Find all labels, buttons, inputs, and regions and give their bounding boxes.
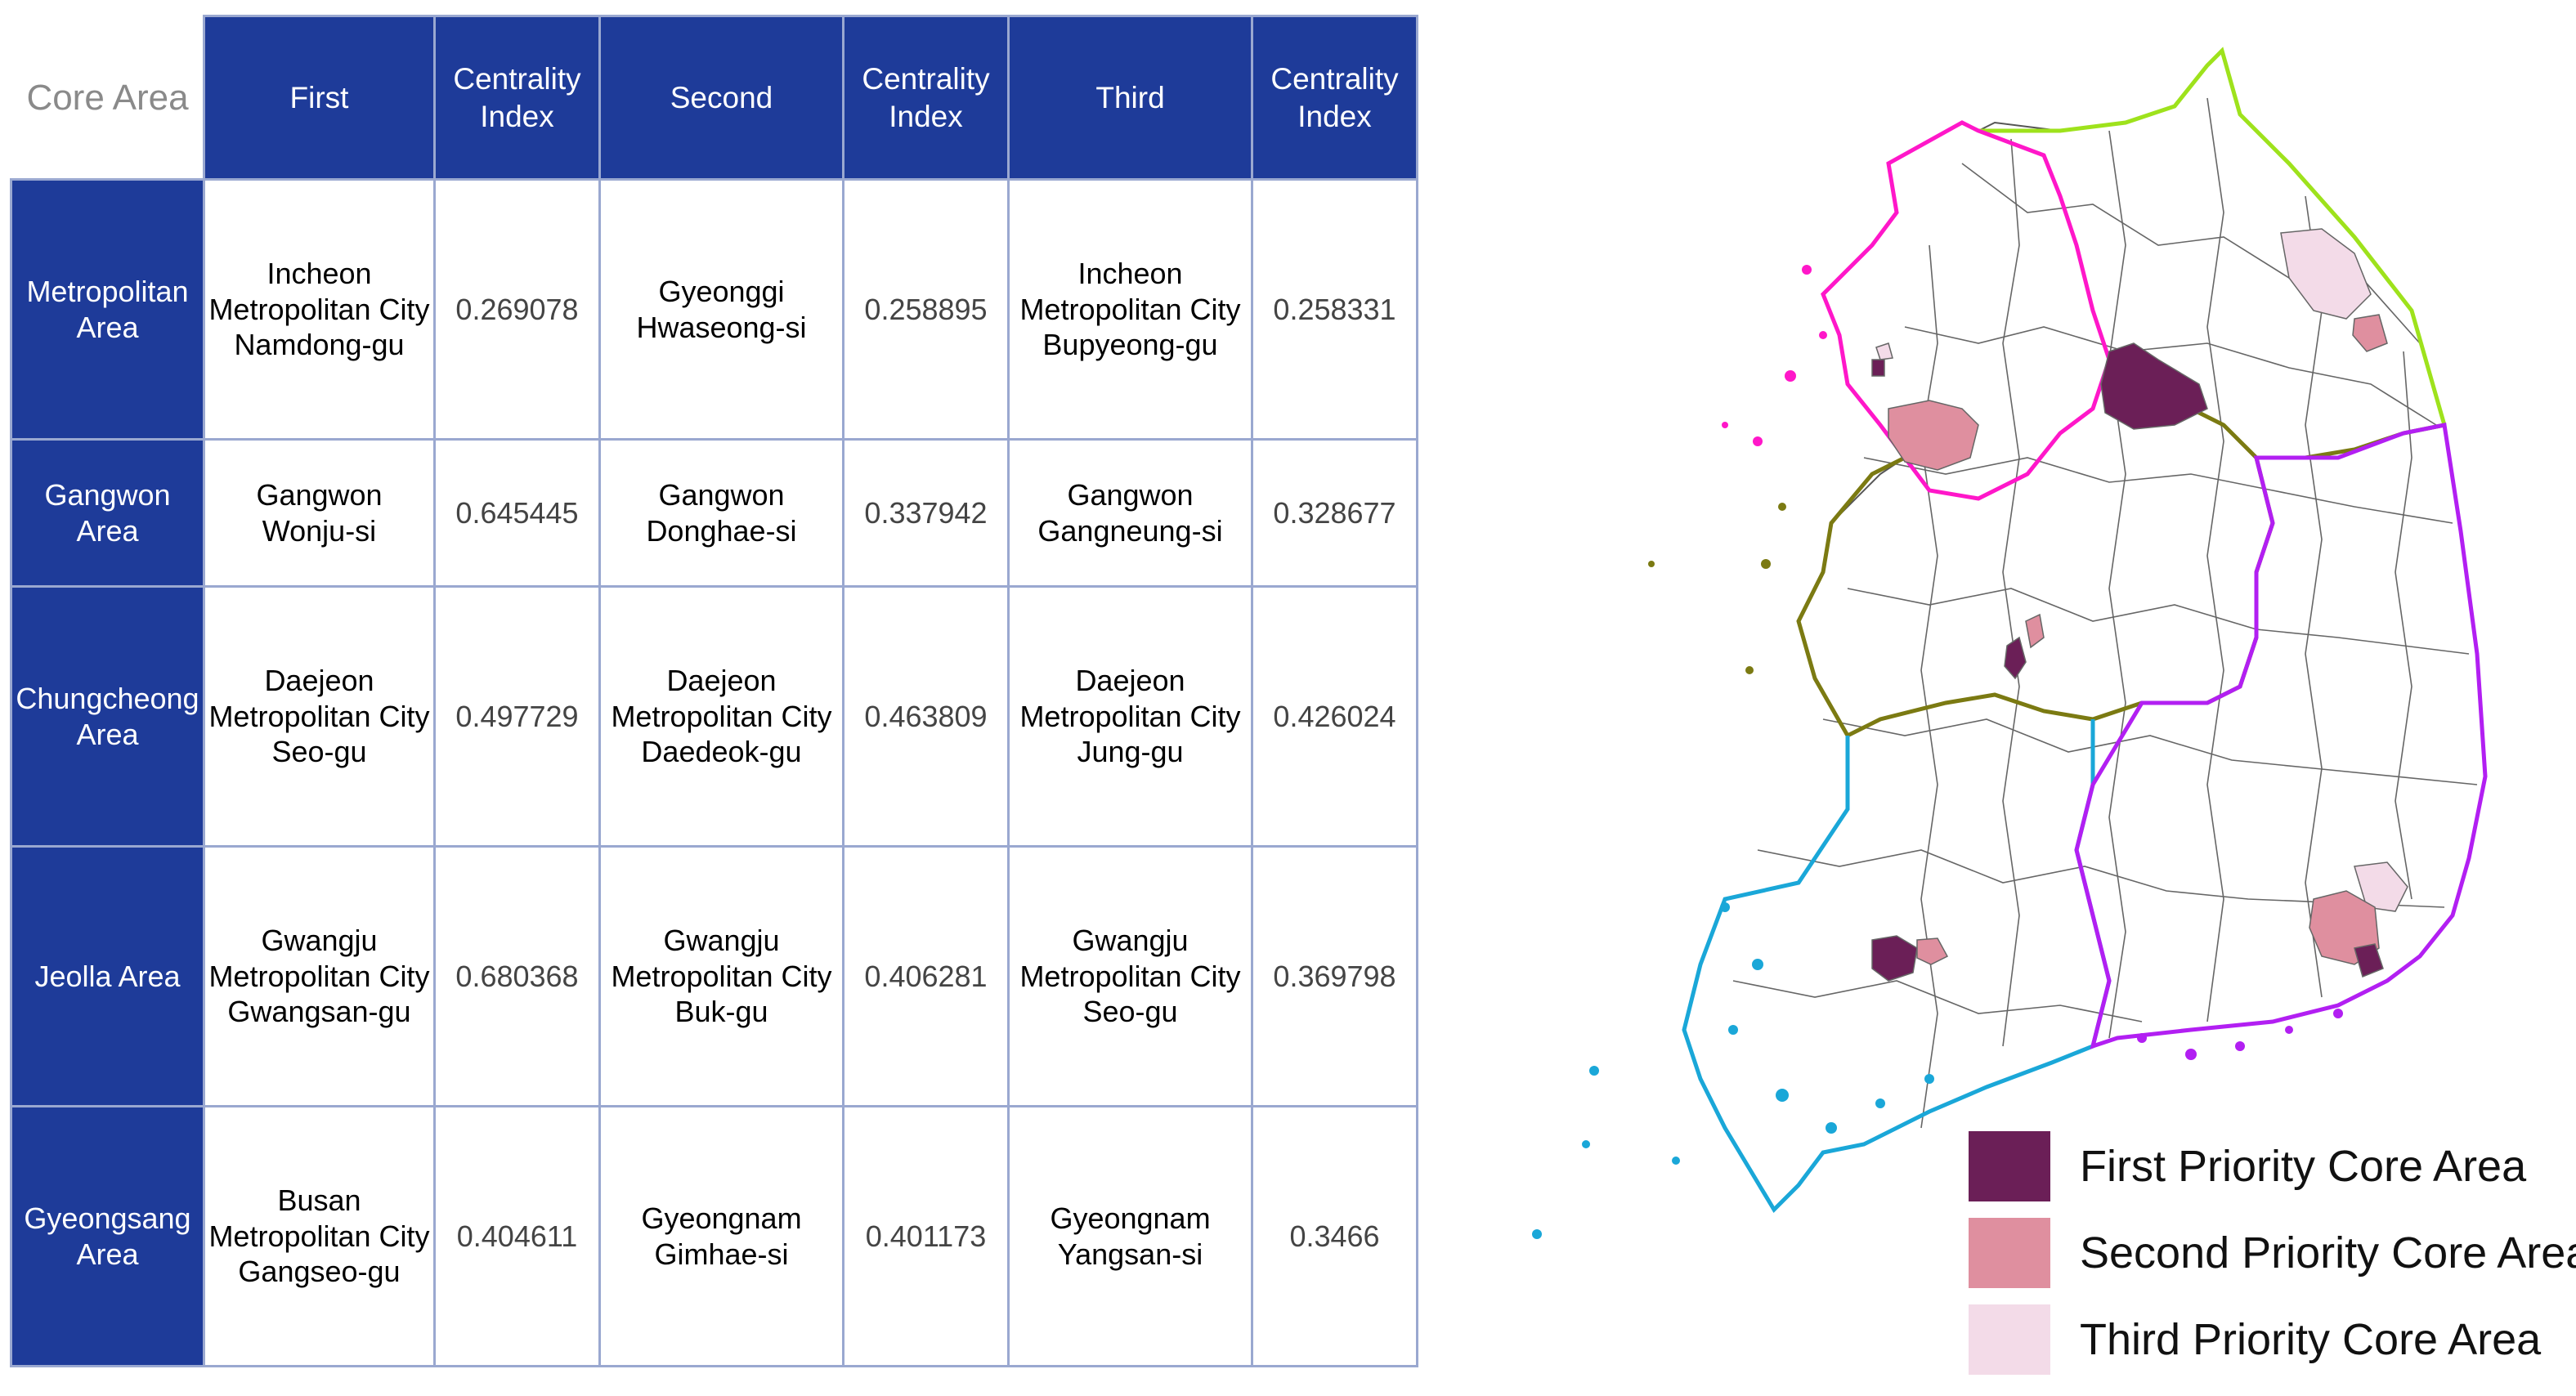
second-priority-buk-gu	[1916, 937, 1949, 965]
gangwon-boundary	[1978, 47, 2447, 426]
first-index-cell: 0.269078	[433, 178, 601, 441]
first-priority-gwangsan	[1871, 935, 1918, 982]
first-index-cell: 0.680368	[433, 845, 601, 1107]
area-cell: Gyeongsang Area	[10, 1105, 205, 1367]
first-index-cell: 0.404611	[433, 1105, 601, 1367]
first-region-cell: Daejeon Metropolitan City Seo-gu	[203, 585, 436, 848]
table-row-gyeongsang: Gyeongsang Area Busan Metropolitan City …	[10, 1105, 1418, 1367]
table-row-chungcheong: Chungcheong Area Daejeon Metropolitan Ci…	[10, 585, 1418, 848]
second-priority-hwaseong	[1888, 400, 1979, 471]
table-row-metropolitan: Metropolitan Area Incheon Metropolitan C…	[10, 178, 1418, 441]
gyeongsang-islands	[2137, 1009, 2343, 1060]
third-index-cell: 0.3466	[1251, 1105, 1418, 1367]
first-index-cell: 0.645445	[433, 438, 601, 588]
first-priority-swatch	[1969, 1131, 2050, 1201]
area-cell: Metropolitan Area	[10, 178, 205, 441]
third-region-cell: Daejeon Metropolitan City Jung-gu	[1007, 585, 1253, 848]
second-index-cell: 0.401173	[842, 1105, 1010, 1367]
table-row-gangwon: Gangwon Area Gangwon Wonju-si 0.645445 G…	[10, 438, 1418, 588]
second-index-cell: 0.463809	[842, 585, 1010, 848]
second-index-cell: 0.337942	[842, 438, 1010, 588]
second-priority-donghae	[2352, 314, 2388, 352]
third-region-cell: Incheon Metropolitan City Bupyeong-gu	[1007, 178, 1253, 441]
district-boundaries	[1732, 97, 2478, 1129]
land-mass	[1682, 49, 2487, 1211]
header-third: Third	[1007, 15, 1253, 181]
header-first: First	[203, 15, 436, 181]
second-priority-daedeok	[2025, 613, 2045, 649]
core-area-highlights	[1871, 228, 2408, 982]
second-index-cell: 0.258895	[842, 178, 1010, 441]
legend-first-priority: First Priority Core Area	[1969, 1131, 2526, 1201]
second-region-cell: Gyeongnam Gimhae-si	[598, 1105, 844, 1367]
first-region-cell: Incheon Metropolitan City Namdong-gu	[203, 178, 436, 441]
first-priority-namdong	[1871, 359, 1885, 377]
second-region-cell: Gangwon Donghae-si	[598, 438, 844, 588]
table-row-jeolla: Jeolla Area Gwangju Metropolitan City Gw…	[10, 845, 1418, 1107]
third-index-cell: 0.258331	[1251, 178, 1418, 441]
table-header-row: Core Area First Centrality Index Second …	[10, 15, 1418, 181]
second-region-cell: Daejeon Metropolitan City Daedeok-gu	[598, 585, 844, 848]
second-index-cell: 0.406281	[842, 845, 1010, 1107]
third-index-cell: 0.369798	[1251, 845, 1418, 1107]
first-index-cell: 0.497729	[433, 585, 601, 848]
core-area-header: Core Area	[10, 15, 205, 181]
second-region-cell: Gwangju Metropolitan City Buk-gu	[598, 845, 844, 1107]
third-priority-label: Third Priority Core Area	[2080, 1315, 2542, 1364]
third-region-cell: Gangwon Gangneung-si	[1007, 438, 1253, 588]
third-region-cell: Gwangju Metropolitan City Seo-gu	[1007, 845, 1253, 1107]
second-priority-label: Second Priority Core Area	[2080, 1228, 2576, 1277]
west-islands	[1722, 265, 1827, 446]
header-third-centrality: Centrality Index	[1251, 15, 1418, 181]
area-cell: Jeolla Area	[10, 845, 205, 1107]
core-area-table: Core Area First Centrality Index Second …	[10, 15, 1418, 1367]
gyeongsang-boundary	[2074, 423, 2488, 1049]
second-region-cell: Gyeonggi Hwaseong-si	[598, 178, 844, 441]
first-region-cell: Busan Metropolitan City Gangseo-gu	[203, 1105, 436, 1367]
third-index-cell: 0.328677	[1251, 438, 1418, 588]
legend-third-priority: Third Priority Core Area	[1969, 1304, 2541, 1375]
first-region-cell: Gangwon Wonju-si	[203, 438, 436, 588]
metropolitan-boundary	[1821, 120, 2112, 501]
third-priority-swatch	[1969, 1304, 2050, 1375]
korea-core-area-map	[1532, 47, 2488, 1239]
first-priority-wonju	[2100, 342, 2208, 430]
first-priority-daejeon-seo	[2004, 636, 2027, 680]
header-second-centrality: Centrality Index	[842, 15, 1010, 181]
first-priority-gangseo	[2354, 943, 2384, 978]
area-cell: Chungcheong Area	[10, 585, 205, 848]
third-priority-yangsan	[2354, 861, 2408, 912]
header-second: Second	[598, 15, 844, 181]
third-index-cell: 0.426024	[1251, 585, 1418, 848]
third-region-cell: Gyeongnam Yangsan-si	[1007, 1105, 1253, 1367]
third-priority-bupyeong	[1875, 342, 1893, 360]
chungcheong-islands	[1648, 503, 1786, 674]
second-priority-swatch	[1969, 1218, 2050, 1288]
third-priority-gangneung	[2280, 228, 2372, 320]
first-region-cell: Gwangju Metropolitan City Gwangsan-gu	[203, 845, 436, 1107]
header-first-centrality: Centrality Index	[433, 15, 601, 181]
jeolla-islands	[1532, 902, 1934, 1239]
legend-second-priority: Second Priority Core Area	[1969, 1218, 2576, 1288]
area-cell: Gangwon Area	[10, 438, 205, 588]
first-priority-label: First Priority Core Area	[2080, 1142, 2527, 1191]
